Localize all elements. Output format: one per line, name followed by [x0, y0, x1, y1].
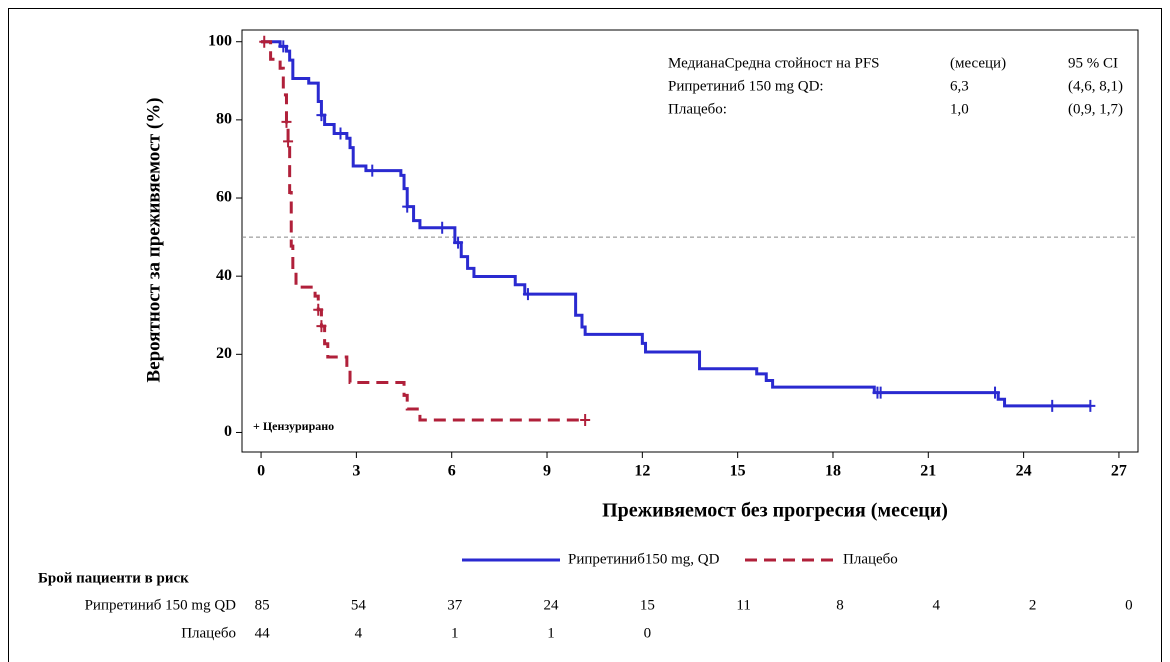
- censor-mark: [990, 386, 1001, 399]
- risk-count: 85: [255, 597, 270, 613]
- censor-mark: [278, 40, 289, 53]
- plot-area: [241, 29, 1139, 453]
- censor-mark: [259, 35, 270, 48]
- y-tick-label: 80: [216, 111, 232, 128]
- median-header: (месеци): [950, 55, 1006, 71]
- x-tick-label: 21: [920, 463, 936, 480]
- censor-mark: [313, 303, 324, 316]
- x-axis-label: Преживяемост без прогресия (месеци): [602, 500, 948, 522]
- risk-count: 4: [355, 625, 363, 641]
- risk-count: 8: [836, 597, 844, 613]
- risk-count: 4: [933, 597, 941, 613]
- risk-count: 1: [547, 625, 555, 641]
- frame: [8, 8, 1162, 662]
- x-tick-label: 12: [634, 463, 650, 480]
- y-tick-label: 100: [208, 32, 232, 49]
- median-header: 95 % CI: [1068, 55, 1118, 71]
- y-tick-label: 20: [216, 345, 232, 362]
- survival-curve: [261, 40, 586, 422]
- survival-curve: [261, 40, 1091, 408]
- x-tick-label: 3: [352, 463, 360, 480]
- x-tick-label: 9: [543, 463, 551, 480]
- median-cell: (4,6, 8,1): [1068, 78, 1123, 94]
- risk-title: Брой пациенти в риск: [38, 570, 189, 586]
- risk-count: 0: [644, 625, 652, 641]
- risk-count: 1: [451, 625, 459, 641]
- median-cell: 6,3: [950, 78, 969, 94]
- y-tick-label: 40: [216, 267, 232, 284]
- censor-mark: [580, 413, 591, 426]
- censor-mark: [316, 320, 327, 333]
- y-axis-label: Вероятност за преживяемост (%): [143, 97, 164, 382]
- median-cell: Рипретиниб 150 mg QD:: [668, 78, 824, 94]
- risk-count: 11: [736, 597, 750, 613]
- censor-mark: [283, 135, 294, 148]
- legend-label: Рипретиниб150 mg, QD: [568, 551, 720, 567]
- legend-label: Плацебо: [843, 551, 898, 567]
- censor-mark: [453, 236, 464, 249]
- risk-count: 15: [640, 597, 655, 613]
- risk-count: 2: [1029, 597, 1037, 613]
- risk-count: 0: [1125, 597, 1133, 613]
- censor-mark: [437, 221, 448, 234]
- median-cell: 1,0: [950, 101, 969, 117]
- risk-count: 37: [447, 597, 463, 613]
- median-cell: Плацебо:: [668, 101, 727, 117]
- x-tick-label: 18: [825, 463, 841, 480]
- risk-label: Рипретиниб 150 mg QD: [85, 597, 237, 613]
- censor-mark: [875, 386, 886, 399]
- risk-count: 54: [351, 597, 367, 613]
- risk-label: Плацебо: [181, 625, 236, 641]
- y-tick-label: 0: [224, 423, 232, 440]
- y-tick-label: 60: [216, 189, 232, 206]
- median-cell: (0,9, 1,7): [1068, 101, 1123, 117]
- median-header: МедианаСредна стойност на PFS: [668, 55, 880, 71]
- risk-count: 24: [544, 597, 560, 613]
- censor-mark: [402, 200, 413, 213]
- risk-count: 44: [255, 625, 271, 641]
- censor-mark: [1085, 399, 1096, 412]
- x-tick-label: 27: [1111, 463, 1127, 480]
- x-tick-label: 24: [1016, 463, 1032, 480]
- x-tick-label: 6: [448, 463, 456, 480]
- x-tick-label: 0: [257, 463, 265, 480]
- censor-mark: [1047, 399, 1058, 412]
- censor-mark: [316, 109, 327, 122]
- censor-mark: [522, 288, 533, 301]
- censor-mark: [335, 127, 346, 140]
- censor-mark: [281, 115, 292, 128]
- censor-mark: [367, 164, 378, 177]
- x-tick-label: 15: [730, 463, 746, 480]
- censor-note: + Цензурирано: [253, 419, 334, 433]
